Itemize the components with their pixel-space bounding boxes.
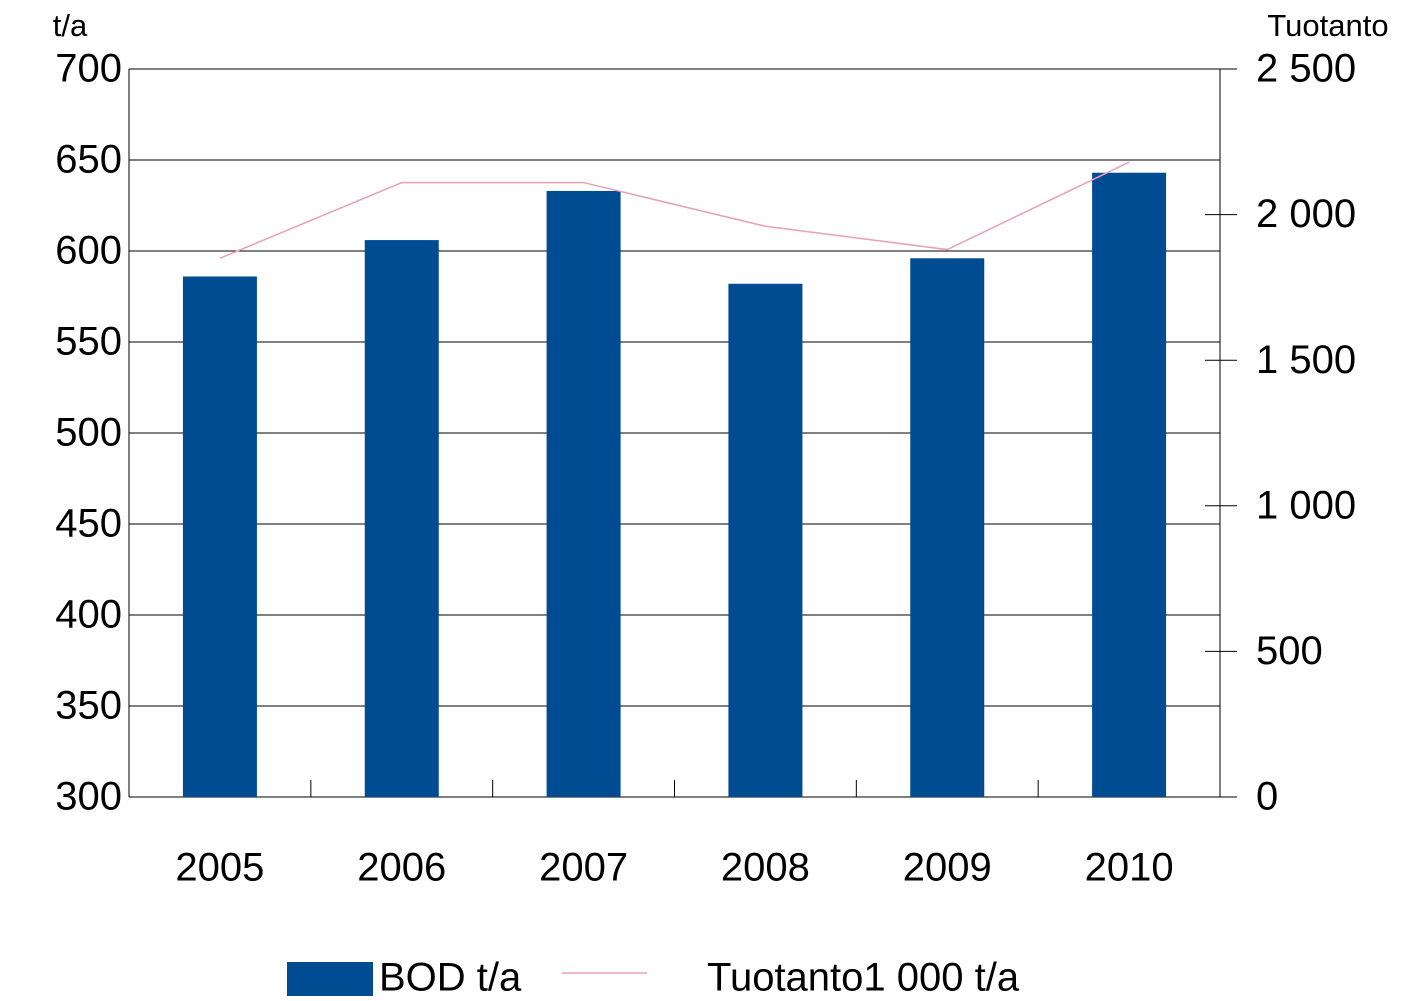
- x-tick-label: 2008: [721, 846, 810, 890]
- y2-tick-label: 1 500: [1256, 338, 1356, 382]
- x-tick-label: 2006: [357, 846, 446, 890]
- y-tick-label: 400: [55, 593, 122, 637]
- legend-swatch: [287, 962, 373, 996]
- line: [219, 161, 1130, 259]
- y-tick-label: 450: [55, 502, 122, 546]
- y2-tick-label: 0: [1256, 775, 1278, 819]
- y-tick-label: 600: [55, 229, 122, 273]
- y-tick-label: 300: [55, 775, 122, 819]
- y2-tick-label: 1 000: [1256, 483, 1356, 527]
- y-tick-label: 550: [55, 320, 122, 364]
- y2-tick-label: 2 000: [1256, 192, 1356, 236]
- bar: [546, 190, 621, 797]
- x-tick-label: 2007: [539, 846, 628, 890]
- y-tick-label: 700: [55, 47, 122, 91]
- x-tick-label: 2010: [1085, 846, 1174, 890]
- bar: [364, 240, 439, 797]
- bar: [910, 258, 985, 797]
- bar: [182, 276, 257, 798]
- x-tick-label: 2005: [175, 846, 264, 890]
- bar: [1092, 172, 1167, 798]
- legend-label: Tuotanto1 000 t/a: [707, 956, 1020, 1000]
- y-tick-label: 500: [55, 411, 122, 455]
- y2-tick-label: 500: [1256, 629, 1323, 673]
- y-axis-title: t/a: [53, 8, 88, 43]
- bar: [728, 283, 803, 797]
- y-tick-label: 350: [55, 684, 122, 728]
- legend-label: BOD t/a: [379, 956, 522, 1000]
- y2-axis-title: Tuotanto: [1267, 8, 1388, 43]
- y-tick-label: 650: [55, 138, 122, 182]
- y2-tick-label: 2 500: [1256, 47, 1356, 91]
- x-tick-label: 2009: [903, 846, 992, 890]
